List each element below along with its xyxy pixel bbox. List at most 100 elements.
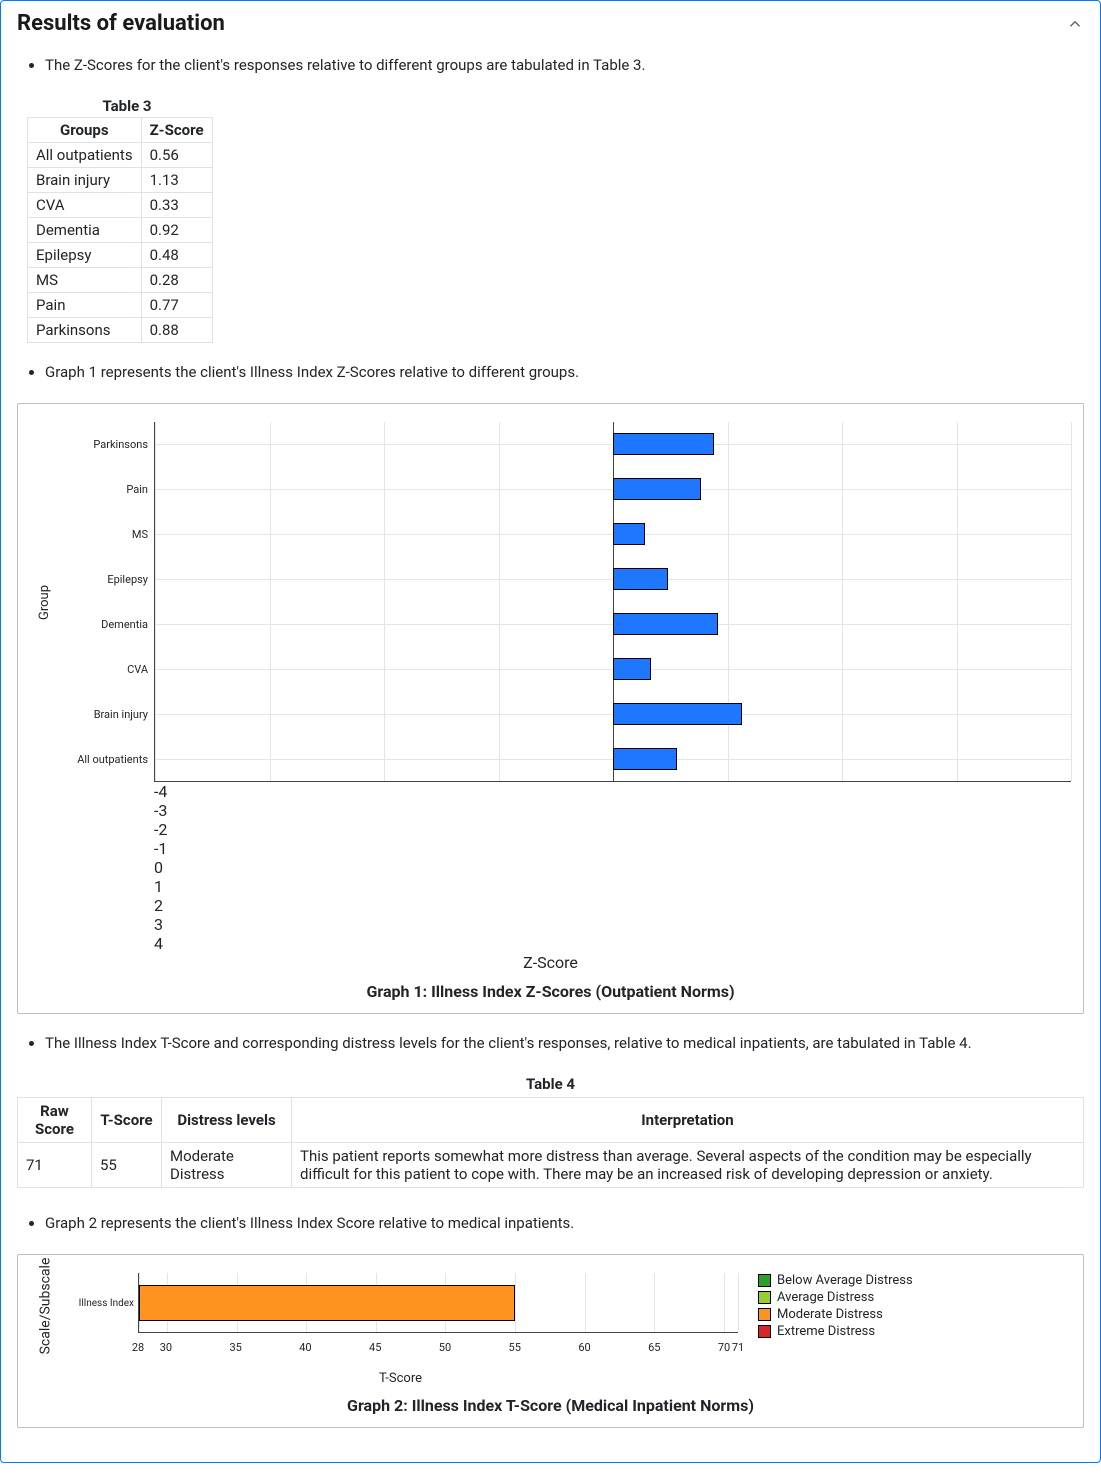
graph1-ylabel: Group (37, 584, 52, 619)
table-row: CVA0.33 (28, 192, 213, 217)
graph1-category-label: All outpatients (58, 737, 154, 782)
graph1-bar (613, 568, 668, 590)
table3-group: Pain (28, 292, 142, 317)
legend-label: Average Distress (777, 1290, 874, 1305)
table4-caption: Table 4 (17, 1075, 1084, 1093)
table-row: Epilepsy0.48 (28, 242, 213, 267)
table3-caption: Table 3 (27, 97, 227, 115)
graph2-xtick-label: 60 (578, 1341, 590, 1354)
table-row: Pain0.77 (28, 292, 213, 317)
table3: Groups Z-Score All outpatients0.56Brain … (27, 117, 213, 343)
panel-body: The Z-Scores for the client's responses … (1, 42, 1100, 1462)
table3-z: 0.56 (141, 142, 212, 167)
graph2-xtick-label: 40 (299, 1341, 311, 1354)
graph2-xtick-label: 30 (160, 1341, 172, 1354)
graph2-xtick-label: 55 (509, 1341, 521, 1354)
table4-t: 55 (92, 1142, 162, 1187)
graph2-plot (138, 1273, 738, 1333)
table3-group: Dementia (28, 217, 142, 242)
table3-z: 0.48 (141, 242, 212, 267)
graph1-xtick-label: -1 (154, 839, 1071, 858)
legend-swatch (758, 1308, 771, 1321)
table3-z: 0.77 (141, 292, 212, 317)
graph1-category-label: MS (58, 512, 154, 557)
graph2-xticks: 2830354045505560657071 (138, 1339, 738, 1367)
graph1-category-label: Epilepsy (58, 557, 154, 602)
panel-header[interactable]: Results of evaluation (1, 1, 1100, 42)
graph1-bar (613, 523, 645, 545)
graph1-xtick-label: 3 (154, 915, 1071, 934)
table-row: Brain injury1.13 (28, 167, 213, 192)
table3-z: 0.28 (141, 267, 212, 292)
bullet-list-3: The Illness Index T-Score and correspond… (17, 1032, 1084, 1055)
legend-item: Extreme Distress (758, 1324, 913, 1339)
graph2-xtick-label: 45 (369, 1341, 381, 1354)
graph1-category-label: Brain injury (58, 692, 154, 737)
graph2-category-label: Illness Index (60, 1273, 138, 1333)
graph2-bar (139, 1285, 515, 1321)
graph1-bar (613, 658, 651, 680)
table4-interp: This patient reports somewhat more distr… (292, 1142, 1084, 1187)
table3-z: 0.92 (141, 217, 212, 242)
bullet-text: Graph 1 represents the client's Illness … (45, 361, 1084, 384)
table4-raw: 71 (18, 1142, 92, 1187)
legend-swatch (758, 1274, 771, 1287)
legend-swatch (758, 1325, 771, 1338)
graph2-xtick-label: 71 (732, 1341, 744, 1354)
legend-label: Extreme Distress (777, 1324, 875, 1339)
table3-group: Parkinsons (28, 317, 142, 342)
graph1-category-label: CVA (58, 647, 154, 692)
legend-item: Moderate Distress (758, 1307, 913, 1322)
bullet-text: The Illness Index T-Score and correspond… (45, 1032, 1084, 1055)
graph2-xlabel: T-Score (379, 1371, 422, 1386)
table3-group: CVA (28, 192, 142, 217)
graph1-plot (154, 422, 1071, 782)
table3-group: Brain injury (28, 167, 142, 192)
table3-z: 0.33 (141, 192, 212, 217)
graph1-bar (613, 748, 677, 770)
legend-item: Average Distress (758, 1290, 913, 1305)
graph2-xtick-label: 65 (648, 1341, 660, 1354)
table4-col-interp: Interpretation (292, 1097, 1084, 1142)
graph1-xtick-label: 4 (154, 934, 1071, 953)
graph2-xtick-label: 28 (132, 1341, 144, 1354)
table3-wrap: Table 3 Groups Z-Score All outpatients0.… (27, 97, 227, 343)
table3-z: 0.88 (141, 317, 212, 342)
table4-col-dl: Distress levels (162, 1097, 292, 1142)
graph1-bar (613, 613, 718, 635)
table4-col-raw: Raw Score (18, 1097, 92, 1142)
graph1-xlabel: Z-Score (523, 953, 578, 972)
bullet-text: The Z-Scores for the client's responses … (45, 54, 1084, 77)
graph1-category-label: Parkinsons (58, 422, 154, 467)
graph2: Scale/Subscale Illness Index Below Avera… (30, 1273, 1071, 1339)
bullet-list-1: The Z-Scores for the client's responses … (17, 54, 1084, 77)
bullet-text: Graph 2 represents the client's Illness … (45, 1212, 1084, 1235)
table-row: 71 55 Moderate Distress This patient rep… (18, 1142, 1084, 1187)
table3-group: Epilepsy (28, 242, 142, 267)
graph1-xtick-label: 0 (154, 858, 1071, 877)
legend-item: Below Average Distress (758, 1273, 913, 1288)
table-row: MS0.28 (28, 267, 213, 292)
table3-col-z: Z-Score (141, 117, 212, 142)
table-row: Parkinsons0.88 (28, 317, 213, 342)
table-row: All outpatients0.56 (28, 142, 213, 167)
graph2-xtick-label: 50 (439, 1341, 451, 1354)
graph1-bar (613, 478, 701, 500)
graph1-title: Graph 1: Illness Index Z-Scores (Outpati… (30, 982, 1071, 1001)
graph2-box: Scale/Subscale Illness Index Below Avera… (17, 1254, 1084, 1428)
graph2-ylabel: Scale/Subscale (37, 1258, 53, 1355)
graph1-xtick-label: -3 (154, 801, 1071, 820)
graph1-box: Group ParkinsonsPainMSEpilepsyDementiaCV… (17, 403, 1084, 1014)
panel-title: Results of evaluation (17, 11, 225, 36)
graph2-legend: Below Average Distress Average Distress Mo… (758, 1273, 913, 1339)
graph1-category-label: Pain (58, 467, 154, 512)
graph1-category-label: Dementia (58, 602, 154, 647)
graph2-xtick-label: 70 (718, 1341, 730, 1354)
table-row: Dementia0.92 (28, 217, 213, 242)
chevron-up-icon[interactable] (1066, 15, 1084, 33)
table3-group: MS (28, 267, 142, 292)
graph1-xticks: -4-3-2-101234 (154, 782, 1071, 953)
graph2-title: Graph 2: Illness Index T-Score (Medical … (30, 1396, 1071, 1415)
table3-col-groups: Groups (28, 117, 142, 142)
legend-label: Below Average Distress (777, 1273, 913, 1288)
